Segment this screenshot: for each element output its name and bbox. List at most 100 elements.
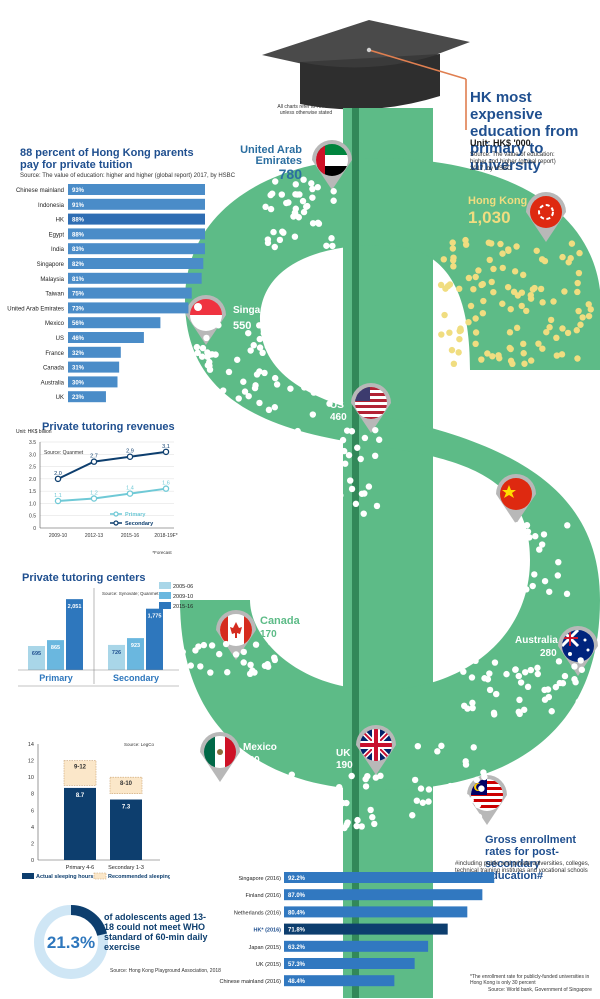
tuition-chart: Chinese mainland 93% Indonesia 91% HK 88% Egyp… [7,184,205,403]
australia-value: 280 [540,648,557,659]
secondary-revenue-line [57,450,167,480]
tuition-category-label: Chinese mainland [16,188,64,194]
primary-revenue-point [162,485,170,492]
revenues-ytick: 0 [33,526,36,532]
enrollment-source: Source: World bank, Government of Singap… [488,987,592,993]
donut-percent-label: 21.3% [47,933,95,952]
revenues-unit-label: Unit: HK$ billion [16,429,52,435]
tuition-title: 88 percent of Hong Kong parents pay for … [20,147,194,171]
us-label: US [330,400,344,411]
primary-revenue-point [54,497,62,505]
sleep-chart: 14 12 10 8 6 4 2 0 Source: LegCo 9-12 8.7 Primary 4… [22,742,170,880]
hong-kong-value: 1,030 [468,208,511,227]
exercise-donut: 21.3% [34,905,108,979]
secondary-revenue-label: 2.7 [90,454,98,460]
centers-bar [108,644,125,670]
revenues-source: Source: Quanmet [44,450,84,456]
revenues-ytick: 2.5 [29,465,36,471]
tuition-bar [68,346,121,358]
primary-revenue-label: 1.1 [54,493,62,499]
tuition-bar [68,391,106,403]
tuition-category-label: Malaysia [40,277,64,283]
revenues-footnote: *Forecast [152,550,172,555]
centers-legend-swatch [159,592,171,599]
tuition-category-label: US [56,336,64,342]
tuition-category-label: Australia [41,380,65,386]
tuition-value-label: 32% [72,351,85,357]
enrollment-title: Gross enrollment rates for post-secondar… [485,834,577,882]
enrollment-bar [284,872,495,883]
tuition-value-label: 83% [72,247,85,253]
tuition-value-label: 82% [72,262,85,268]
tuition-bar [68,272,202,284]
tuition-bar [68,213,205,225]
uk-label: UK [336,748,351,759]
revenues-legend-label: Secondary [125,521,154,527]
sleep-ytick: 0 [31,858,34,864]
uae-value: 780 [278,166,302,182]
enrollment-subtitle: #including public and private universiti… [455,861,590,874]
tuition-category-label: Mexico [45,321,65,327]
china-label: Chinese mainland [458,490,498,510]
main-source: Source: The value of education: higher a… [470,152,556,172]
actual-sleep-bar [64,787,96,860]
donut-highlight-slice [70,905,108,937]
revenues-xtick: 2009-10 [49,533,68,539]
tuition-value-label: 73% [72,306,85,312]
enrollment-category-label: Chinese mainland (2016) [220,979,282,985]
tuition-category-label: United Arab Emirates [7,306,64,312]
tuition-bar [68,184,205,195]
enrollment-value-label: 92.2% [288,876,306,882]
centers-legend-label: 2009-10 [173,594,193,600]
tuition-value-label: 23% [72,395,85,401]
sleep-legend-actual-label: Actual sleeping hours [36,874,93,880]
tuition-bar [68,243,205,255]
tuition-bar [68,361,120,373]
main-title: HK most expensive education from primary… [470,89,579,174]
sleep-legend-actual-swatch [22,873,34,879]
enrollment-bar [284,975,395,987]
hong-kong-label: Hong Kong [468,195,528,207]
secondary-revenue-point [54,475,62,483]
revenues-legend-label: Primary [125,512,146,518]
centers-legend-swatch [159,582,171,589]
enrollment-category-label: HK* (2016) [253,928,281,934]
secondary-revenue-label: 2.9 [126,449,134,455]
tuition-bar [68,317,161,329]
enrollment-value-label: 63.2% [288,945,306,951]
sleep-category-label: Secondary 1-3 [108,865,144,871]
centers-legend-label: 2015-16 [173,604,193,610]
tuition-category-label: India [51,247,65,253]
sleep-ytick: 14 [28,742,34,748]
tuition-category-label: Singapore [37,262,65,268]
mexico-label: Mexico [243,742,277,753]
tuition-value-label: 88% [72,232,85,238]
graduation-cap-icon [262,20,470,130]
enrollment-bar [284,889,483,901]
tuition-value-label: 91% [72,203,85,209]
revenues-ytick: 3.5 [29,440,36,446]
china-value: 330 [481,514,498,525]
sleep-source: Source: LegCo [124,742,155,747]
primary-revenue-label: 1.4 [126,486,134,492]
singapore-label: Singapore [233,305,282,316]
enrollment-value-label: 57.3% [288,962,306,968]
tuition-value-label: 31% [72,366,85,372]
uk-value: 190 [336,760,353,771]
primary-revenue-line [57,487,167,502]
tuition-category-label: UK [56,395,64,401]
enrollment-category-label: Singapore (2016) [238,876,281,882]
sleep-ytick: 6 [31,808,34,814]
tuition-value-label: 56% [72,321,85,327]
enrollment-category-label: UK (2015) [256,962,281,968]
revenues-ytick: 0.5 [29,514,36,520]
centers-value-label: 1,775 [148,614,162,620]
enrollment-bar [284,906,468,918]
enrollment-category-label: Finland (2016) [246,893,282,899]
tuition-value-label: 88% [72,218,85,224]
tuition-source: Source: The value of education: higher a… [20,173,236,179]
revenues-chart: Unit: HK$ billion 3.5 3.0 2.5 2.0 1.5 1.0 0.5 0 S… [16,429,178,555]
sleep-ytick: 8 [31,792,34,798]
tuition-value-label: 30% [72,380,85,386]
centers-bar [66,599,83,670]
